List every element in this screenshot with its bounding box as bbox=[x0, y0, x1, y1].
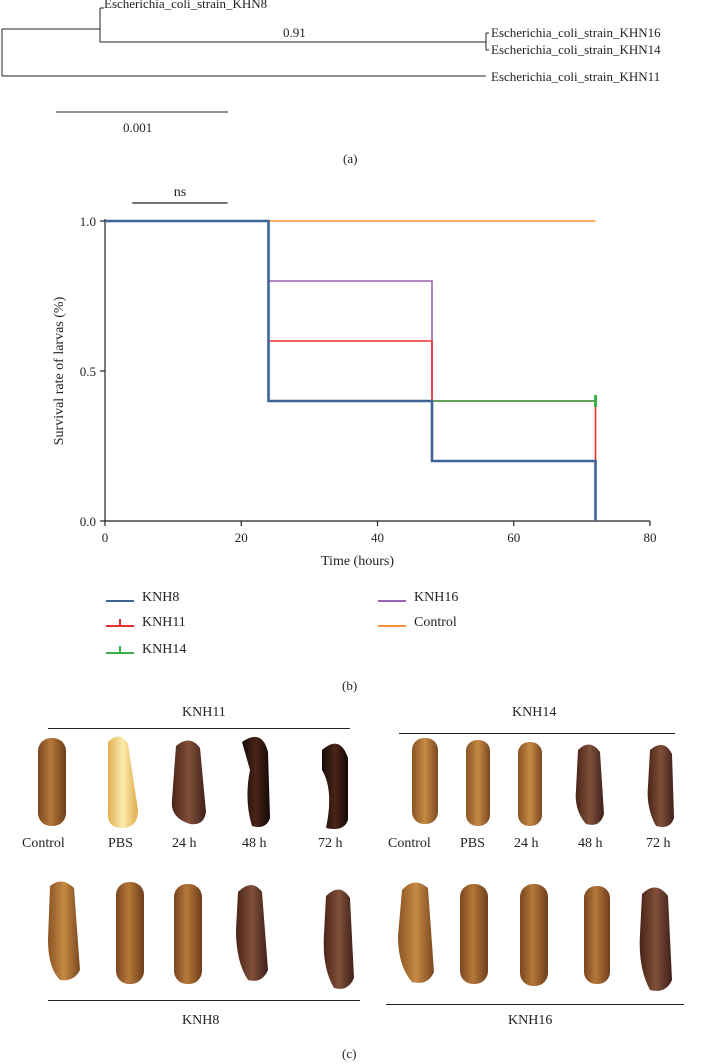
y-axis-label: Survival rate of larvas (%) bbox=[52, 296, 67, 445]
group-label-knh16: KNH16 bbox=[508, 1013, 553, 1028]
leaf-label-khn11: Escherichia_coli_strain_KHN11 bbox=[491, 69, 661, 84]
larva-knh14-pbs bbox=[466, 740, 490, 826]
larva-knh11-control bbox=[38, 738, 66, 826]
caption-c: (c) bbox=[342, 1046, 357, 1061]
larva-knh11-72h bbox=[322, 743, 348, 829]
x-tick-label: 60 bbox=[507, 530, 520, 545]
legend-swatch-knh11 bbox=[106, 625, 134, 627]
group-label-knh8: KNH8 bbox=[182, 1013, 220, 1028]
column-label-left-24h: 24 h bbox=[172, 836, 197, 851]
y-tick-label: 1.0 bbox=[80, 214, 96, 229]
group-line-knh14 bbox=[399, 733, 675, 734]
larva-knh11-48h bbox=[242, 736, 270, 827]
larva-knh8-control bbox=[48, 881, 80, 981]
legend-swatch-control bbox=[378, 625, 406, 627]
series-line-knh14 bbox=[105, 220, 596, 402]
scale-bar-label: 0.001 bbox=[123, 120, 153, 135]
larva-knh8-72h bbox=[323, 889, 354, 989]
group-line-knh16 bbox=[386, 1004, 684, 1005]
x-tick-label: 20 bbox=[235, 530, 248, 545]
column-label-left-control: Control bbox=[22, 836, 65, 851]
leaf-label-khn8: Escherichia_coli_strain_KHN8 bbox=[104, 0, 268, 11]
legend-censor-tick-knh11 bbox=[119, 619, 121, 626]
legend-swatch-knh8 bbox=[106, 600, 134, 602]
larvae-photos bbox=[38, 736, 674, 991]
ns-label: ns bbox=[174, 185, 186, 200]
column-label-left-72h: 72 h bbox=[318, 836, 343, 851]
group-label-knh14: KNH14 bbox=[512, 705, 557, 720]
larva-knh11-pbs bbox=[107, 736, 138, 828]
larva-knh8-pbs bbox=[116, 882, 144, 984]
caption-b: (b) bbox=[342, 678, 358, 693]
column-label-right-24h: 24 h bbox=[514, 836, 539, 851]
survival-chart: 0 20 40 60 80 0.0 0.5 1.0 Time (hours) Survival r… bbox=[52, 185, 657, 569]
larva-knh16-48h bbox=[584, 886, 610, 984]
leaf-label-khn16: Escherichia_coli_strain_KHN16 bbox=[491, 25, 661, 40]
leaf-label-khn14: Escherichia_coli_strain_KHN14 bbox=[491, 42, 661, 57]
larva-knh14-control bbox=[412, 738, 438, 824]
legend-label-knh8: KNH8 bbox=[142, 590, 180, 605]
larva-knh16-24h bbox=[520, 884, 548, 986]
column-label-left-pbs: PBS bbox=[108, 836, 133, 851]
x-tick-label: 0 bbox=[102, 530, 109, 545]
column-label-right-48h: 48 h bbox=[578, 836, 603, 851]
legend-label-knh14: KNH14 bbox=[142, 642, 187, 657]
x-axis-label: Time (hours) bbox=[321, 554, 394, 569]
legend-swatch-knh16 bbox=[378, 600, 406, 602]
larva-knh16-control bbox=[398, 882, 434, 983]
column-label-right-control: Control bbox=[388, 836, 431, 851]
y-tick-label: 0.0 bbox=[80, 514, 96, 529]
legend-swatch-knh14 bbox=[106, 652, 134, 654]
larva-knh14-24h bbox=[518, 742, 542, 826]
phylogenetic-tree bbox=[1, 7, 489, 113]
larva-knh8-48h bbox=[236, 885, 268, 981]
series-line-knh16 bbox=[105, 220, 596, 402]
series-line-knh11 bbox=[105, 220, 597, 461]
legend-label-knh11: KNH11 bbox=[142, 615, 186, 630]
legend-censor-tick-knh14 bbox=[119, 646, 121, 653]
x-tick-label: 80 bbox=[644, 530, 657, 545]
y-tick-label: 0.5 bbox=[80, 364, 96, 379]
group-line-knh11 bbox=[48, 728, 350, 729]
column-label-right-pbs: PBS bbox=[460, 836, 485, 851]
group-label-knh11: KNH11 bbox=[182, 705, 226, 720]
x-tick-label: 40 bbox=[371, 530, 384, 545]
larva-knh8-24h bbox=[174, 884, 202, 984]
larva-knh11-24h bbox=[171, 740, 206, 825]
bootstrap-value: 0.91 bbox=[283, 25, 306, 40]
group-line-knh8 bbox=[48, 1000, 360, 1001]
larva-knh14-48h bbox=[575, 744, 604, 825]
column-label-right-72h: 72 h bbox=[646, 836, 671, 851]
larva-knh16-72h bbox=[639, 887, 672, 991]
caption-a: (a) bbox=[343, 151, 358, 166]
legend-label-knh16: KNH16 bbox=[414, 590, 459, 605]
larva-knh14-72h bbox=[647, 744, 674, 827]
column-label-left-48h: 48 h bbox=[242, 836, 267, 851]
larva-knh16-pbs bbox=[460, 884, 488, 984]
legend-label-control: Control bbox=[414, 615, 457, 630]
series-line-knh8 bbox=[105, 219, 597, 521]
